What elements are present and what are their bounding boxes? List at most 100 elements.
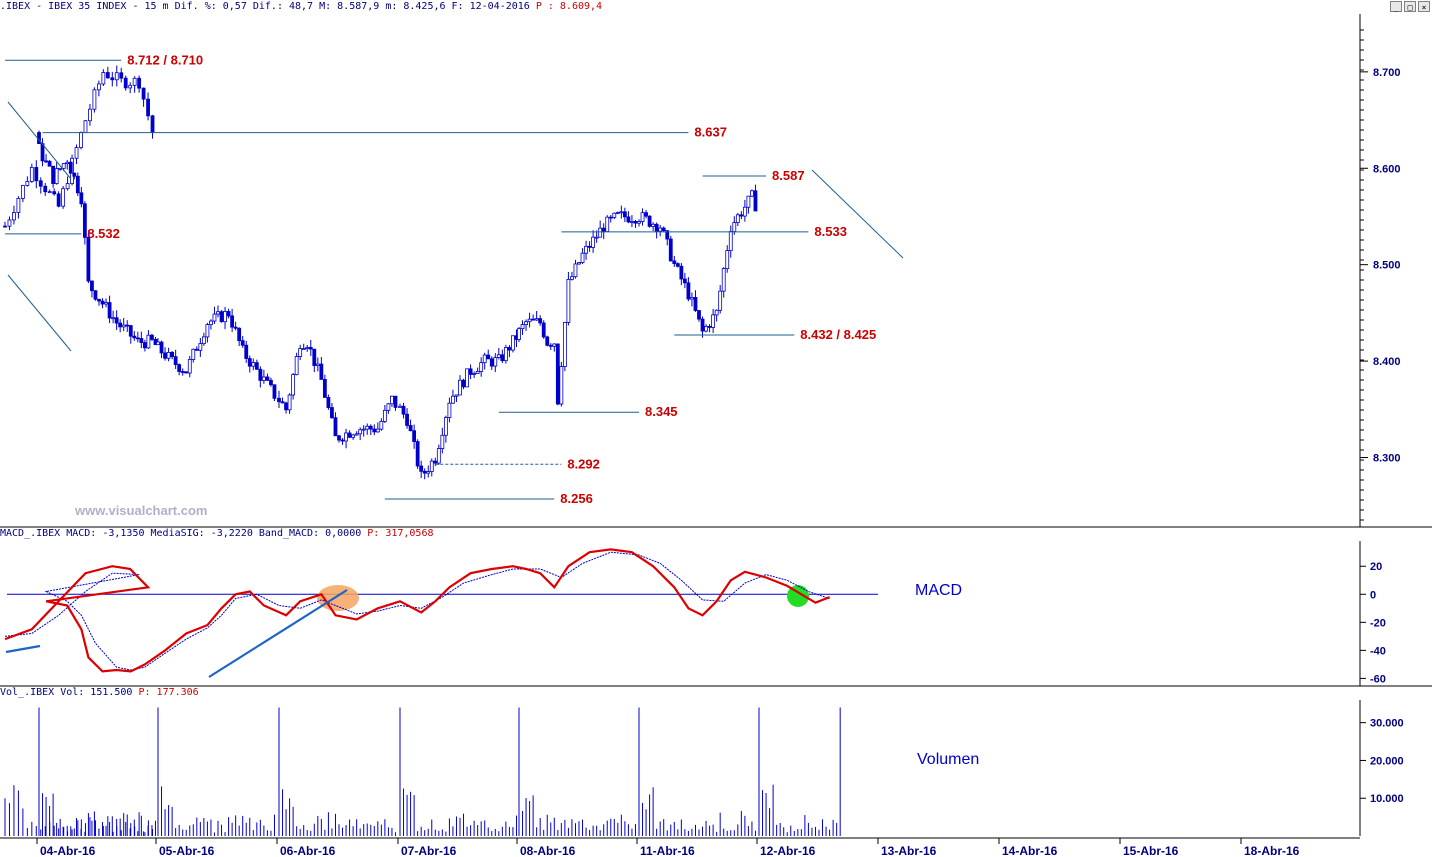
candle-body [150, 334, 154, 340]
x-tick-label: 15-Abr-16 [1123, 844, 1179, 857]
candle-body [74, 147, 79, 159]
candle-body [419, 465, 424, 472]
candle-body [668, 238, 673, 262]
candle-body [661, 227, 666, 232]
candle-body [330, 407, 334, 419]
candle-body [630, 221, 634, 223]
candle-body [326, 397, 331, 408]
candle-body [68, 161, 73, 174]
candle-body [412, 430, 417, 442]
volume-pane [4, 707, 841, 836]
x-tick-label: 07-Abr-16 [401, 844, 457, 857]
candle-body [379, 421, 384, 430]
candle-body [212, 313, 217, 322]
candle-body [644, 212, 648, 217]
volume-header: Vol_.IBEX Vol: 151.500 P: 177.306 [0, 686, 1360, 700]
candle-body [38, 180, 43, 187]
level-label: 8.345 [645, 404, 678, 419]
candle-body [531, 318, 536, 321]
candle-body [507, 347, 512, 351]
candle-body [372, 428, 377, 433]
candle-body [305, 346, 310, 349]
candle-body [340, 439, 345, 442]
candle-body [258, 368, 263, 381]
candle-body [577, 262, 581, 265]
candle-body [291, 374, 296, 396]
candle-body [654, 223, 659, 232]
price-y-tick-label: 8.400 [1373, 356, 1401, 368]
candle-body [92, 89, 97, 110]
candle-body [562, 321, 567, 367]
candle-body [711, 314, 716, 328]
candle-body [51, 165, 56, 184]
candle-body [25, 181, 30, 186]
candle-body [541, 322, 546, 338]
candle-body [159, 341, 164, 354]
level-label: 8.432 / 8.425 [800, 327, 876, 342]
candle-body [209, 320, 213, 326]
watermark: www.visualchart.com [74, 503, 207, 518]
candle-body [170, 351, 175, 358]
candle-body [534, 318, 539, 321]
candle-body [465, 368, 469, 388]
candle-body [180, 371, 185, 373]
candle-body [333, 417, 338, 437]
candle-body [114, 317, 119, 324]
candle-body [461, 379, 466, 388]
candle-body [79, 132, 83, 148]
candle-body [337, 435, 341, 441]
maximize-button[interactable]: □ [1404, 1, 1416, 12]
candle-body [96, 83, 101, 91]
level-label: 8.292 [567, 456, 600, 471]
candle-body [86, 236, 91, 282]
candle-body [61, 163, 66, 169]
candle-body [146, 98, 150, 117]
minimize-button[interactable]: _ [1390, 1, 1402, 12]
candle-body [493, 357, 498, 367]
candle-body [123, 77, 128, 89]
candle-body [440, 434, 445, 449]
level-label: 8.637 [694, 125, 727, 140]
candle-body [612, 212, 617, 218]
candle-body [56, 193, 61, 207]
candle-body [728, 231, 733, 252]
close-button[interactable]: × [1418, 1, 1430, 12]
candle-body [690, 297, 694, 300]
candle-body [163, 352, 167, 359]
candle-body [454, 394, 459, 397]
macd-header-p: P: 317,0568 [367, 528, 434, 539]
candle-body [347, 432, 352, 438]
candle-body [135, 337, 140, 340]
candle-body [555, 343, 560, 405]
candle-body [386, 403, 391, 411]
candle-body [132, 77, 137, 86]
candle-body [584, 245, 588, 254]
candle-body [100, 300, 105, 305]
candle-body [443, 417, 448, 436]
candle-body [254, 362, 259, 370]
candle-body [20, 185, 25, 199]
candle-body [365, 425, 370, 430]
macd-pane-label: MACD [915, 582, 962, 599]
candle-body [173, 356, 178, 366]
candle-body [97, 298, 101, 302]
candle-body [226, 311, 231, 317]
candle-body [105, 72, 110, 79]
candle-body [247, 358, 252, 367]
candle-body [72, 172, 77, 177]
candle-body [280, 401, 285, 404]
candle-body [750, 190, 754, 197]
candle-body [7, 219, 12, 227]
candle-body [294, 356, 299, 376]
candle-body [194, 348, 199, 351]
candle-body [301, 348, 306, 350]
candle-body [601, 227, 606, 232]
trend-line [7, 101, 72, 180]
candle-body [405, 413, 409, 426]
candle-body [398, 405, 402, 408]
candle-body [251, 362, 256, 367]
candle-body [361, 428, 366, 431]
candle-body [125, 324, 130, 327]
candle-body [90, 280, 94, 292]
